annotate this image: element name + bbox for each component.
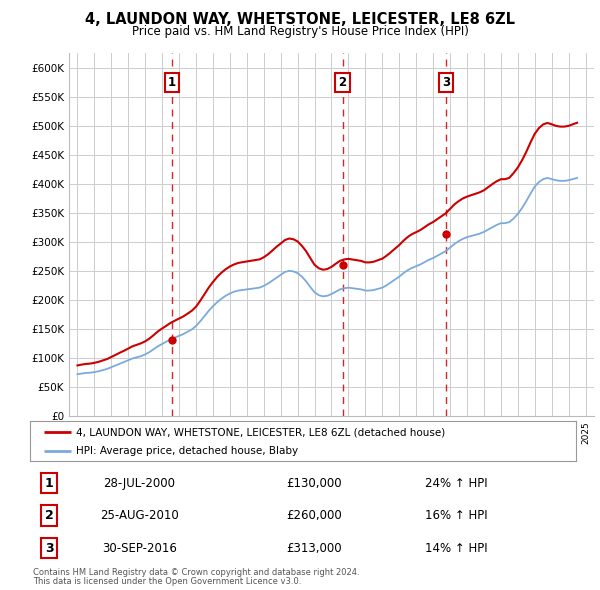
Text: £130,000: £130,000 [286, 477, 342, 490]
Text: £260,000: £260,000 [286, 509, 342, 522]
Text: 16% ↑ HPI: 16% ↑ HPI [425, 509, 487, 522]
Text: 3: 3 [442, 76, 450, 88]
Text: 25-AUG-2010: 25-AUG-2010 [100, 509, 179, 522]
Text: Contains HM Land Registry data © Crown copyright and database right 2024.: Contains HM Land Registry data © Crown c… [33, 568, 359, 576]
Text: 24% ↑ HPI: 24% ↑ HPI [425, 477, 487, 490]
Text: 14% ↑ HPI: 14% ↑ HPI [425, 542, 487, 555]
Text: 3: 3 [45, 542, 53, 555]
Text: 4, LAUNDON WAY, WHETSTONE, LEICESTER, LE8 6ZL (detached house): 4, LAUNDON WAY, WHETSTONE, LEICESTER, LE… [76, 427, 446, 437]
Text: This data is licensed under the Open Government Licence v3.0.: This data is licensed under the Open Gov… [33, 577, 301, 586]
Text: Price paid vs. HM Land Registry's House Price Index (HPI): Price paid vs. HM Land Registry's House … [131, 25, 469, 38]
Text: 2: 2 [45, 509, 53, 522]
Text: £313,000: £313,000 [286, 542, 342, 555]
Text: 1: 1 [45, 477, 53, 490]
Text: 1: 1 [168, 76, 176, 88]
Text: HPI: Average price, detached house, Blaby: HPI: Average price, detached house, Blab… [76, 445, 299, 455]
Text: 28-JUL-2000: 28-JUL-2000 [103, 477, 175, 490]
Text: 2: 2 [338, 76, 347, 88]
Text: 4, LAUNDON WAY, WHETSTONE, LEICESTER, LE8 6ZL: 4, LAUNDON WAY, WHETSTONE, LEICESTER, LE… [85, 12, 515, 27]
Text: 30-SEP-2016: 30-SEP-2016 [102, 542, 176, 555]
